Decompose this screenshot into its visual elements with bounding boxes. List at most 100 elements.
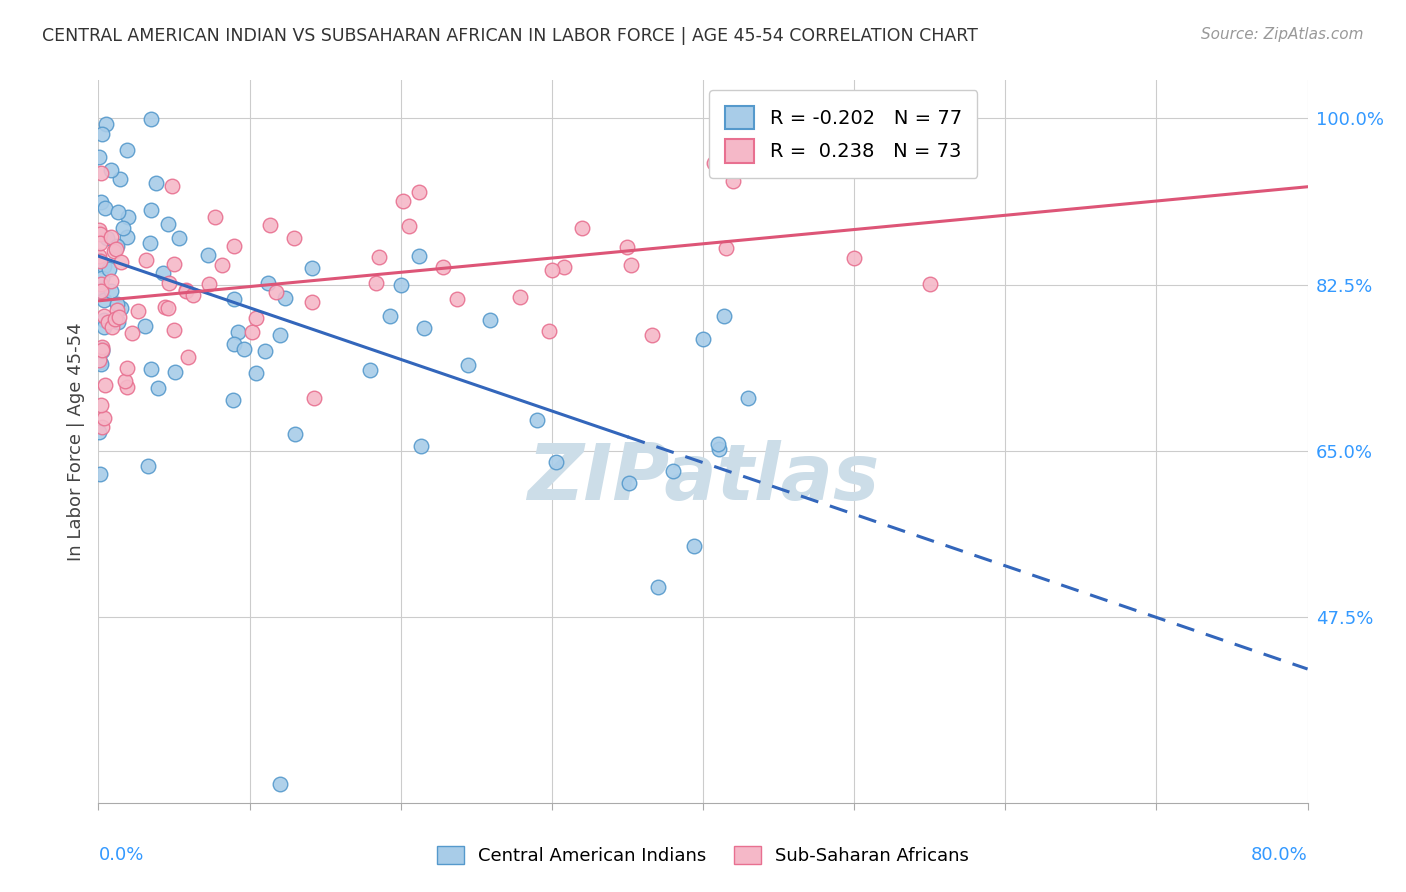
Point [104,311,127,326]
Text: 0.0%: 0.0% [98,847,143,864]
Point [269,328,291,343]
Point [105,302,128,317]
Point [136,459,159,474]
Point [90,277,112,291]
Point [87,249,110,263]
Point [107,205,129,219]
Point [526,413,548,427]
Point [101,320,124,334]
Point [153,300,176,314]
Text: Source: ZipAtlas.com: Source: ZipAtlas.com [1201,27,1364,42]
Point [89,235,111,250]
Point [301,260,323,275]
Y-axis label: In Labor Force | Age 45-54: In Labor Force | Age 45-54 [66,322,84,561]
Point [90,195,112,210]
Point [91,420,114,434]
Point [105,242,128,256]
Point [87,150,110,164]
Point [408,185,430,199]
Point [647,580,669,594]
Point [283,231,305,245]
Point [737,391,759,405]
Point [146,382,169,396]
Point [100,230,122,244]
Point [87,252,110,267]
Point [224,337,246,351]
Point [411,439,433,453]
Point [723,174,745,188]
Point [100,163,122,178]
Point [152,266,174,280]
Point [269,777,291,791]
Point [509,290,531,304]
Legend: Central American Indians, Sub-Saharan Africans: Central American Indians, Sub-Saharan Af… [430,838,976,872]
Text: ZIPatlas: ZIPatlas [527,440,879,516]
Point [89,467,111,482]
Point [716,241,738,255]
Point [367,250,389,264]
Point [412,321,434,335]
Point [204,211,226,225]
Text: 80.0%: 80.0% [1251,847,1308,864]
Text: CENTRAL AMERICAN INDIAN VS SUBSAHARAN AFRICAN IN LABOR FORCE | AGE 45-54 CORRELA: CENTRAL AMERICAN INDIAN VS SUBSAHARAN AF… [42,27,979,45]
Point [620,258,643,272]
Point [707,436,730,450]
Point [302,391,325,405]
Point [446,293,468,307]
Point [108,172,131,186]
Point [211,258,233,272]
Point [96,231,118,245]
Point [432,260,454,274]
Point [103,244,125,258]
Point [91,343,114,358]
Point [222,239,245,253]
Point [115,380,138,394]
Point [176,284,198,298]
Point [544,455,567,469]
Point [89,227,111,241]
Point [163,257,186,271]
Point [90,282,112,296]
Point [259,218,281,232]
Point [157,276,180,290]
Point [93,259,115,273]
Point [135,252,157,267]
Point [616,240,638,254]
Point [692,332,714,346]
Point [617,475,640,490]
Point [165,365,187,379]
Point [115,230,138,244]
Point [176,350,198,364]
Point [233,342,256,356]
Point [145,176,167,190]
Point [139,202,162,217]
Point [90,166,112,180]
Point [139,362,162,376]
Point [254,343,277,358]
Point [90,398,112,412]
Point [93,411,115,425]
Point [284,426,307,441]
Point [301,295,323,310]
Point [274,291,297,305]
Point [90,340,112,354]
Point [98,262,121,277]
Point [222,293,245,307]
Point [141,112,163,127]
Point [713,309,735,323]
Point [93,310,115,324]
Point [90,285,112,299]
Point [94,201,117,215]
Point [222,393,245,408]
Point [111,220,134,235]
Point [389,277,412,292]
Point [540,262,562,277]
Point [110,301,132,316]
Point [93,320,115,334]
Legend: R = -0.202   N = 77, R =  0.238   N = 73: R = -0.202 N = 77, R = 0.238 N = 73 [710,90,977,178]
Point [93,293,115,307]
Point [114,375,136,389]
Point [661,464,683,478]
Point [91,343,114,358]
Point [100,274,122,288]
